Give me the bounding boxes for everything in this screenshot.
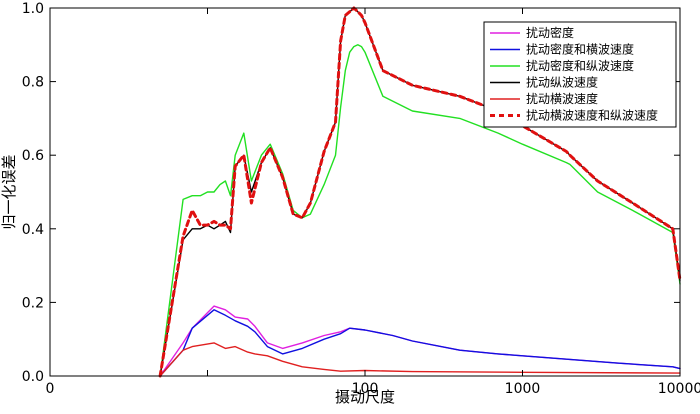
series-line-5: [159, 342, 681, 377]
legend-label-1: 扰动密度: [526, 25, 574, 40]
x-tick-label: 10000: [658, 381, 700, 397]
x-tick-label: 0: [46, 381, 55, 397]
legend-label-5: 扰动横波速度: [526, 91, 598, 106]
y-tick-label: 1.0: [22, 1, 44, 17]
y-tick-label: 0.6: [22, 148, 44, 164]
legend-box: [483, 21, 677, 128]
y-axis-label: 归一化误差: [0, 154, 18, 229]
legend-label-6: 扰动横波速度和纵波速度: [526, 108, 658, 123]
legend: 扰动密度扰动密度和横波速度扰动密度和纵波速度扰动纵波速度扰动横波速度扰动横波速度…: [483, 21, 677, 128]
legend-label-4: 扰动纵波速度: [526, 75, 598, 90]
series-line-1: [159, 305, 681, 377]
y-tick-label: 0.2: [22, 295, 44, 311]
y-tick-label: 0.4: [22, 222, 44, 238]
x-tick-label: 1000: [505, 381, 541, 397]
legend-label-2: 扰动密度和横波速度: [526, 42, 634, 57]
series-line-2: [159, 309, 681, 377]
ticks-layer: 0 100 1000 10000 0.0 0.2 0.4 0.6 0.8 1.0: [22, 1, 700, 397]
x-tick-label: 100: [352, 381, 379, 397]
series-line-3: [159, 44, 681, 377]
x-axis-label: 摄动尺度: [335, 388, 395, 406]
y-tick-label: 0.0: [22, 369, 44, 385]
legend-label-3: 扰动密度和纵波速度: [526, 58, 634, 73]
y-tick-label: 0.8: [22, 75, 44, 91]
